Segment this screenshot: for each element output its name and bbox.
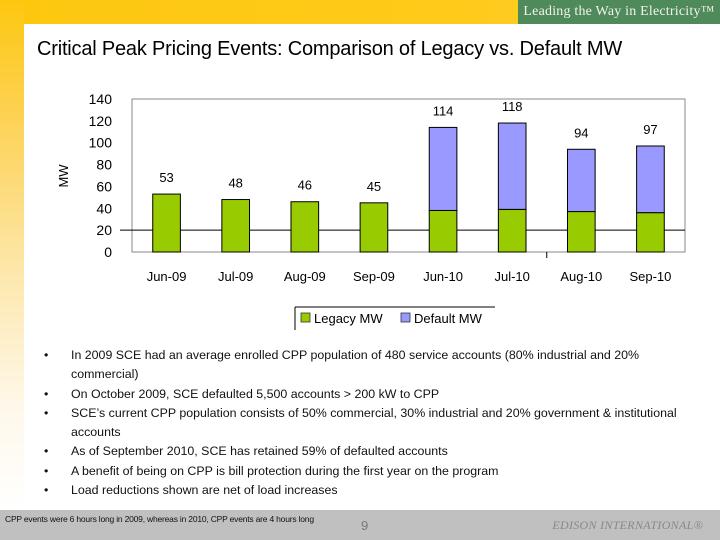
- stacked-bar-chart: 0 20 40 60 80 100 120 140 MW 53 48 46 45 114 118 94 97…: [56, 91, 686, 330]
- bar-segment-default: [497, 122, 527, 210]
- bullet-item: • As of September 2010, SCE has retained …: [44, 442, 694, 461]
- x-tick-label: Jun-09: [147, 269, 187, 284]
- bars: [152, 122, 665, 253]
- bar-segment-default: [428, 126, 458, 211]
- bullet-glyph: •: [44, 483, 49, 498]
- page-number: 9: [361, 518, 369, 533]
- x-axis: Jun-09 Jul-09 Aug-09 Sep-09 Jun-10 Jul-10 Aug-…: [147, 252, 671, 284]
- bullet-glyph: •: [44, 405, 49, 420]
- x-tick-label: Aug-09: [284, 269, 326, 284]
- bullet-glyph: •: [44, 444, 49, 459]
- bar-segment-legacy: [636, 212, 665, 253]
- bullet-text: As of September 2010, SCE has retained 5…: [71, 444, 448, 459]
- y-axis: 0 20 40 60 80 100 120 140: [89, 91, 113, 260]
- bullet-item: • On October 2009, SCE defaulted 5,500 ac…: [44, 385, 694, 404]
- bar-segment-default: [636, 145, 665, 214]
- bar-segment-legacy: [221, 199, 251, 253]
- bar-segment-legacy: [359, 202, 389, 253]
- y-tick-label: 0: [104, 244, 112, 260]
- bullet-item: • Load reductions shown are net of load i…: [44, 481, 694, 500]
- tagline-banner: Leading the Way in Electricity™: [518, 0, 720, 24]
- x-tick-label: Jun-10: [423, 269, 463, 284]
- bar-segment-legacy: [428, 209, 458, 253]
- bullet-glyph: •: [44, 348, 49, 362]
- y-tick-label: 60: [96, 178, 112, 194]
- data-labels: 53 48 46 45 114 118 94 97: [159, 99, 657, 194]
- y-tick-label: 100: [89, 135, 113, 151]
- legend-label-legacy: Legacy MW: [314, 311, 383, 326]
- bullet-item: • In 2009 SCE had an average enrolled CPP…: [44, 346, 694, 385]
- data-label: 97: [643, 122, 657, 137]
- bullet-text: In 2009 SCE had an average enrolled CPP …: [71, 348, 640, 382]
- x-tick-label: Sep-10: [629, 269, 671, 284]
- data-label: 48: [228, 176, 242, 191]
- bar-segment-legacy: [497, 208, 527, 253]
- y-tick-label: 80: [96, 157, 112, 173]
- plot-area: [131, 98, 686, 253]
- data-label: 45: [367, 179, 381, 194]
- y-tick-label: 120: [89, 113, 113, 129]
- bar-segment-default: [566, 148, 596, 213]
- footnote: CPP events were 6 hours long in 2009, wh…: [5, 514, 314, 524]
- bullet-list: • In 2009 SCE had an average enrolled CPP…: [44, 346, 694, 500]
- y-axis-label: MW: [56, 164, 71, 188]
- legend-label-default: Default MW: [414, 311, 483, 326]
- y-tick-label: 20: [96, 222, 112, 238]
- x-tick-label: Jul-10: [494, 269, 529, 284]
- legend-swatch-default: [400, 312, 411, 323]
- legend-swatch-legacy: [300, 312, 311, 323]
- legend: Legacy MW Default MW: [294, 306, 495, 330]
- bullet-item: • A benefit of being on CPP is bill prote…: [44, 462, 694, 481]
- bar-segment-legacy: [566, 211, 596, 253]
- data-label: 118: [502, 99, 523, 114]
- bullet-text: Load reductions shown are net of load in…: [71, 483, 338, 498]
- y-tick-label: 40: [96, 200, 112, 216]
- data-label: 46: [298, 178, 312, 193]
- x-tick-label: Sep-09: [353, 269, 395, 284]
- bar-segment-legacy: [152, 193, 181, 253]
- bullet-text: SCE’s current CPP population consists of…: [71, 405, 677, 440]
- bullet-glyph: •: [44, 386, 49, 401]
- bullet-text: On October 2009, SCE defaulted 5,500 acc…: [71, 386, 440, 401]
- footer-bar: CPP events were 6 hours long in 2009, wh…: [0, 510, 720, 540]
- data-label: 114: [433, 103, 454, 118]
- bullet-text: A benefit of being on CPP is bill protec…: [71, 463, 499, 478]
- bullet-item: • SCE’s current CPP population consists o…: [44, 404, 694, 443]
- left-accent-strip: [0, 0, 24, 510]
- data-label: 53: [159, 170, 173, 185]
- slide-title: Critical Peak Pricing Events: Comparison…: [37, 38, 622, 60]
- bullet-glyph: •: [44, 463, 49, 478]
- x-tick-label: Jul-09: [218, 269, 253, 284]
- data-label: 94: [574, 125, 588, 140]
- y-tick-label: 140: [89, 91, 113, 107]
- brand-logo-text: EDISON INTERNATIONAL®: [552, 518, 703, 532]
- bar-segment-legacy: [290, 201, 320, 253]
- x-tick-label: Aug-10: [560, 269, 602, 284]
